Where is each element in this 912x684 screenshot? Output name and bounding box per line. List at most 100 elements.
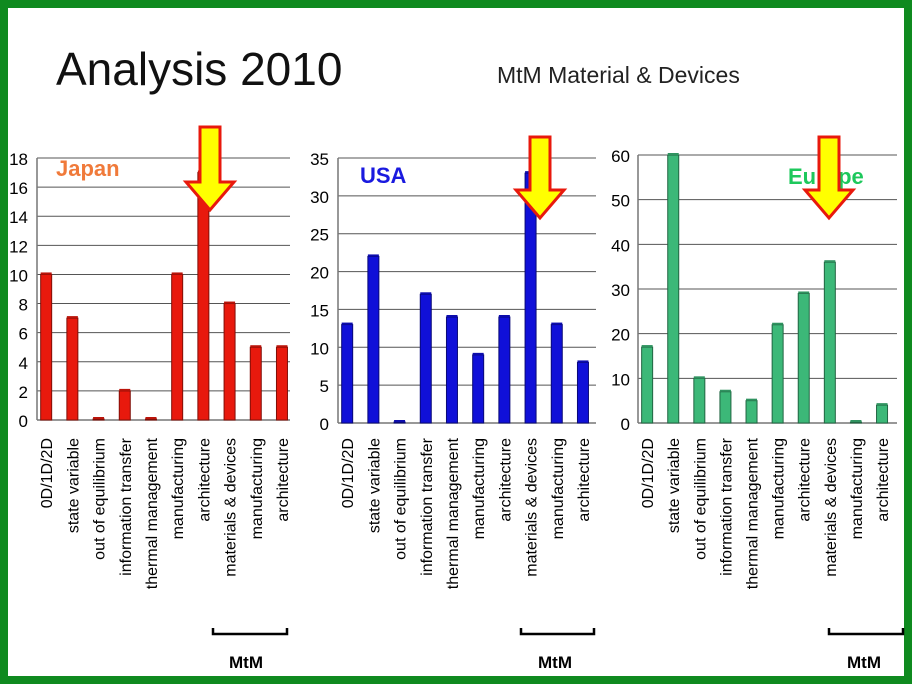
mtm-bracket <box>211 628 289 636</box>
bar <box>719 391 732 424</box>
bar-top <box>66 316 78 319</box>
bar <box>118 390 131 421</box>
chart-europe: 0 10 20 30 40 50 60 0D/1D/2D state variable out o… <box>611 135 905 672</box>
x-tick-label: state variable <box>65 438 82 533</box>
bar-top <box>876 403 888 406</box>
bar-top <box>93 417 105 419</box>
x-tick-label: manufacturing <box>170 438 187 539</box>
bar <box>876 404 889 424</box>
x-tick-label: manufacturing <box>550 438 567 539</box>
x-tick-label: materials & devices <box>524 438 541 577</box>
x-tick-label: architecture <box>797 438 814 522</box>
x-tick-label: information transfer <box>118 437 135 576</box>
bar <box>797 292 810 424</box>
x-tick-label: manufacturing <box>771 438 788 539</box>
x-tick-label: architecture <box>576 438 593 522</box>
bar <box>849 421 862 424</box>
bar <box>197 172 210 421</box>
y-tick-label: 20 <box>611 326 630 345</box>
bar <box>341 324 354 424</box>
bar-top <box>420 292 432 295</box>
y-tick-label: 10 <box>611 370 630 389</box>
y-tick-label: 16 <box>9 179 28 198</box>
y-tick-label: 12 <box>9 237 28 256</box>
bar-top <box>850 420 862 422</box>
bar-top <box>577 360 589 363</box>
highlight-arrow <box>512 135 568 221</box>
bar-top <box>119 388 131 391</box>
bar <box>498 316 511 424</box>
bar-top <box>641 345 653 348</box>
bar <box>144 418 157 421</box>
bar <box>445 316 458 424</box>
bar <box>550 324 563 424</box>
bar <box>693 377 706 424</box>
bar <box>745 400 758 424</box>
y-tick-label: 2 <box>19 383 28 402</box>
bar <box>823 261 836 424</box>
x-tick-label: materials & devices <box>823 438 840 577</box>
mtm-bracket <box>519 628 596 636</box>
x-tick-label: thermal management <box>445 437 462 589</box>
bar <box>472 354 485 424</box>
bar <box>419 293 432 424</box>
x-tick-label: manufacturing <box>249 438 266 539</box>
x-tick-label: architecture <box>275 438 292 522</box>
x-tick-label: state variable <box>366 438 383 533</box>
bar <box>367 255 380 424</box>
x-tick-label: thermal management <box>745 437 762 589</box>
bar <box>40 273 53 421</box>
y-tick-label: 25 <box>310 226 329 245</box>
y-tick-label: 10 <box>310 339 329 358</box>
x-tick-label: state variable <box>666 438 683 533</box>
bar <box>576 361 589 424</box>
y-tick-label: 6 <box>19 325 28 344</box>
x-tick-label: out of equilibrium <box>692 438 709 560</box>
bar-top <box>276 345 288 348</box>
bar <box>92 418 105 421</box>
bar <box>641 346 654 424</box>
bar <box>771 324 784 424</box>
y-tick-label: 40 <box>611 236 630 255</box>
x-tick-label: out of equilibrium <box>393 438 410 560</box>
x-tick-label: manufacturing <box>471 438 488 539</box>
y-tick-label: 8 <box>19 296 28 315</box>
mtm-bracket-label: MtM <box>229 653 263 672</box>
x-tick-label: information transfer <box>718 437 735 576</box>
highlight-arrow <box>801 135 857 221</box>
bar-top <box>224 301 236 304</box>
bar-top <box>145 417 157 419</box>
chart-japan: 0 2 4 6 8 10 12 14 16 18 0D/1D/2D state variable out… <box>9 125 292 672</box>
x-tick-label: architecture <box>497 438 514 522</box>
bar <box>275 346 288 421</box>
bar-top <box>394 420 406 422</box>
y-tick-label: 35 <box>310 150 329 169</box>
bar-top <box>746 398 758 401</box>
x-tick-label: manufacturing <box>849 438 866 539</box>
bar-top <box>824 260 836 263</box>
y-tick-label: 60 <box>611 147 630 166</box>
y-tick-label: 30 <box>310 188 329 207</box>
bar-top <box>367 254 379 257</box>
x-tick-label: 0D/1D/2D <box>640 438 657 508</box>
y-tick-label: 0 <box>320 415 329 434</box>
bar <box>667 154 680 424</box>
y-tick-label: 20 <box>310 264 329 283</box>
bar-top <box>667 153 679 155</box>
bar-top <box>250 345 262 348</box>
chart-title: Japan <box>56 156 120 181</box>
bar-top <box>341 322 353 325</box>
y-tick-label: 10 <box>9 266 28 285</box>
bar-top <box>40 272 52 275</box>
x-tick-label: architecture <box>196 438 213 522</box>
y-tick-label: 30 <box>611 281 630 300</box>
mtm-bracket <box>827 628 905 636</box>
bar-top <box>551 322 563 325</box>
highlight-arrow <box>182 125 238 213</box>
y-tick-label: 15 <box>310 301 329 320</box>
bar-top <box>472 352 484 355</box>
x-tick-label: out of equilibrium <box>92 438 109 560</box>
mtm-bracket-label: MtM <box>538 653 572 672</box>
y-tick-label: 0 <box>621 415 630 434</box>
